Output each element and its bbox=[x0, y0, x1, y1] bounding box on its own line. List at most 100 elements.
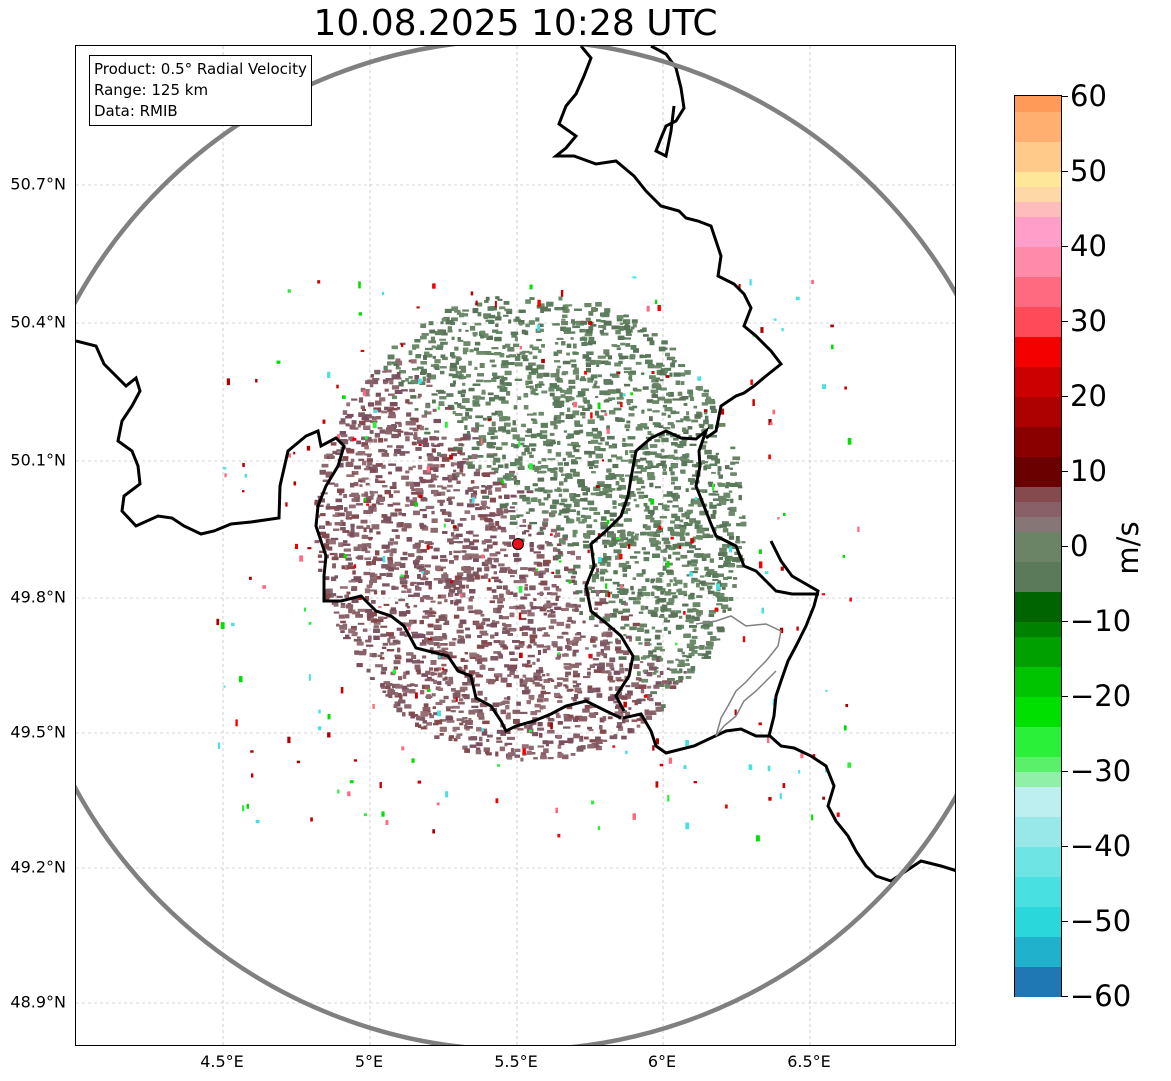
echo-pixel bbox=[581, 388, 590, 391]
radar-map[interactable] bbox=[75, 45, 956, 1046]
echo-pixel bbox=[603, 544, 608, 549]
echo-pixel bbox=[460, 368, 467, 373]
echo-pixel bbox=[611, 537, 620, 542]
echo-pixel bbox=[496, 508, 503, 513]
echo-pixel bbox=[636, 573, 644, 577]
echo-pixel bbox=[564, 462, 569, 466]
echo-pixel bbox=[481, 333, 489, 338]
echo-pixel bbox=[378, 438, 384, 443]
echo-pixel bbox=[557, 700, 563, 703]
echo-pixel bbox=[439, 338, 447, 341]
echo-pixel bbox=[716, 603, 723, 606]
echo-pixel bbox=[404, 504, 410, 507]
echo-pixel bbox=[426, 694, 432, 699]
echo-pixel bbox=[323, 576, 330, 581]
echo-pixel bbox=[325, 520, 330, 525]
echo-pixel bbox=[630, 585, 634, 591]
echo-pixel bbox=[553, 351, 559, 356]
echo-pixel bbox=[622, 573, 628, 578]
echo-pixel bbox=[419, 642, 427, 646]
echo-pixel bbox=[324, 591, 333, 596]
echo-pixel bbox=[388, 494, 394, 498]
echo-pixel bbox=[364, 391, 370, 397]
echo-pixel bbox=[576, 632, 581, 635]
echo-pixel bbox=[618, 726, 624, 731]
echo-pixel bbox=[517, 728, 524, 731]
echo-pixel bbox=[567, 407, 571, 412]
echo-pixel bbox=[440, 643, 448, 646]
echo-pixel bbox=[525, 380, 529, 386]
echo-pixel bbox=[653, 533, 660, 537]
echo-pixel bbox=[589, 664, 595, 668]
echo-pixel bbox=[661, 412, 667, 416]
echo-pixel bbox=[430, 671, 435, 676]
echo-pixel bbox=[327, 546, 333, 551]
echo-pixel bbox=[648, 650, 654, 655]
echo-pixel bbox=[462, 682, 469, 686]
echo-pixel bbox=[634, 561, 639, 564]
echo-pixel bbox=[563, 503, 572, 508]
echo-pixel bbox=[346, 413, 354, 418]
echo-pixel bbox=[434, 636, 443, 641]
echo-pixel bbox=[635, 426, 643, 431]
echo-pixel bbox=[534, 468, 539, 472]
echo-pixel bbox=[532, 355, 538, 359]
echo-pixel bbox=[650, 611, 658, 617]
echo-pixel bbox=[600, 558, 605, 561]
echo-pixel bbox=[476, 625, 484, 630]
echo-pixel bbox=[493, 394, 499, 400]
echo-pixel bbox=[635, 477, 643, 481]
echo-pixel bbox=[503, 624, 512, 628]
echo-pixel bbox=[539, 606, 547, 612]
echo-pixel bbox=[717, 466, 722, 471]
echo-pixel bbox=[399, 694, 403, 700]
echo-pixel bbox=[328, 455, 335, 459]
echo-pixel bbox=[598, 325, 603, 328]
echo-pixel bbox=[539, 430, 548, 434]
echo-pixel bbox=[679, 536, 686, 541]
echo-pixel bbox=[651, 578, 655, 582]
echo-pixel bbox=[608, 544, 614, 547]
echo-pixel bbox=[476, 395, 481, 400]
echo-pixel bbox=[719, 593, 725, 598]
echo-pixel bbox=[618, 360, 623, 364]
echo-pixel bbox=[699, 645, 705, 650]
echo-pixel bbox=[448, 501, 453, 505]
echo-pixel bbox=[465, 489, 469, 495]
echo-pixel bbox=[599, 729, 606, 734]
echo-pixel bbox=[463, 341, 471, 346]
echo-pixel bbox=[540, 527, 546, 530]
echo-pixel bbox=[634, 655, 640, 660]
echo-pixel bbox=[445, 582, 450, 588]
echo-pixel bbox=[417, 396, 421, 399]
echo-pixel bbox=[546, 443, 553, 447]
echo-pixel bbox=[343, 494, 348, 498]
echo-pixel bbox=[385, 521, 393, 524]
echo-pixel bbox=[468, 415, 472, 419]
echo-pixel bbox=[470, 480, 475, 484]
echo-pixel bbox=[694, 414, 701, 419]
echo-pixel bbox=[446, 489, 451, 492]
echo-pixel bbox=[456, 311, 461, 315]
echo-pixel bbox=[423, 437, 428, 442]
echo-pixel bbox=[342, 623, 348, 628]
echo-pixel bbox=[627, 728, 633, 734]
echo-pixel bbox=[442, 668, 448, 673]
echo-pixel bbox=[557, 682, 563, 685]
echo-pixel bbox=[358, 420, 366, 426]
echo-pixel bbox=[683, 671, 687, 674]
echo-pixel bbox=[533, 672, 541, 678]
echo-pixel bbox=[492, 376, 500, 379]
echo-pixel bbox=[514, 362, 523, 367]
echo-pixel bbox=[339, 420, 346, 425]
echo-pixel bbox=[545, 742, 549, 747]
echo-pixel bbox=[415, 587, 422, 591]
echo-pixel bbox=[504, 370, 512, 376]
echo-pixel bbox=[387, 559, 394, 565]
echo-pixel bbox=[381, 590, 386, 595]
echo-pixel bbox=[658, 684, 665, 687]
echo-pixel bbox=[718, 423, 726, 427]
echo-pixel bbox=[441, 594, 447, 599]
echo-pixel bbox=[522, 625, 530, 631]
echo-pixel bbox=[565, 638, 571, 642]
